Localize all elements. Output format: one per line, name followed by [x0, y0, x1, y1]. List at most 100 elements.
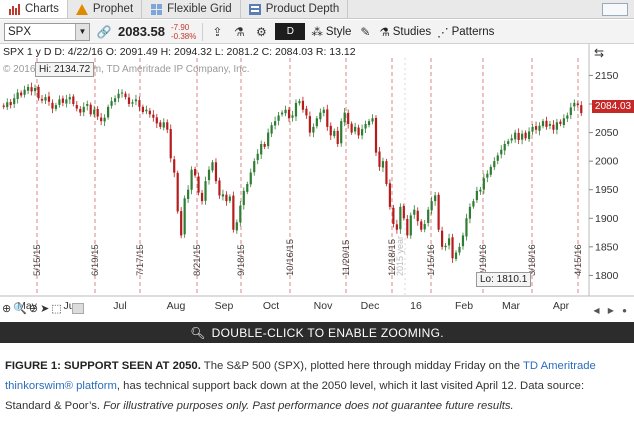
candle-body	[120, 92, 124, 94]
y-tick-label: 2150	[595, 70, 619, 82]
candle-body	[263, 144, 266, 147]
patterns-button[interactable]: ⋰ Patterns	[437, 25, 494, 39]
candle-body	[200, 192, 204, 202]
caption-text-2: , has technical support back down at the…	[5, 380, 585, 412]
candle-body	[566, 115, 569, 119]
month-label: Sep	[215, 300, 234, 312]
cursor-icon[interactable]: ➤	[40, 303, 50, 315]
candle-body	[218, 180, 221, 196]
candle-body	[54, 105, 58, 109]
expand-axis-icon[interactable]: ⇆	[594, 46, 605, 60]
candle-body	[211, 162, 214, 171]
scroll-handle[interactable]	[71, 303, 84, 314]
candle-body	[68, 97, 71, 100]
candle-body	[96, 109, 99, 117]
candle-body	[2, 105, 5, 107]
candle-body	[444, 245, 447, 248]
style-button[interactable]: ⁂ Style	[311, 25, 351, 39]
candle-body	[496, 155, 499, 161]
candle-body	[225, 194, 228, 202]
tab-flexible-grid[interactable]: Flexible Grid	[142, 0, 241, 18]
candle-body	[169, 129, 172, 159]
candle-body	[343, 112, 346, 123]
candle-body	[113, 98, 117, 102]
candle-body	[319, 112, 322, 120]
candle-body	[228, 196, 231, 201]
candle-body	[562, 118, 565, 126]
event-date-label: 7/17/15	[135, 244, 146, 276]
candle-body	[437, 194, 440, 230]
candle-body	[434, 195, 437, 202]
last-price: 2083.58	[118, 24, 165, 39]
tab-product-depth[interactable]: Product Depth	[241, 0, 349, 18]
candle-body	[37, 86, 40, 99]
zoom-out-icon[interactable]: ⊖	[28, 303, 39, 315]
flask-icon[interactable]: ⚗	[233, 24, 245, 39]
style-label: Style	[325, 25, 352, 38]
month-label: May	[17, 300, 38, 312]
candle-body	[486, 173, 489, 178]
candle-body	[103, 117, 106, 122]
candle-body	[148, 110, 151, 115]
pan-icon[interactable]: ⬚	[51, 303, 62, 315]
y-tick-label: 1850	[595, 241, 619, 253]
crosshair-icon[interactable]: ⊕	[2, 303, 12, 315]
candle-body	[256, 153, 259, 161]
candle-body	[138, 100, 141, 107]
price-chart[interactable]: 180018501900195020002050210021505/15/156…	[0, 44, 634, 321]
candle-body	[134, 99, 138, 102]
event-date-label: 5/15/15	[32, 244, 43, 276]
candle-body	[298, 101, 301, 104]
chevron-down-icon[interactable]: ▼	[75, 23, 89, 40]
flask-icon: ⚗	[379, 26, 390, 39]
candle-body	[409, 215, 412, 236]
month-label: 16	[410, 300, 422, 312]
candle-body	[371, 118, 374, 122]
layout-button[interactable]	[602, 2, 628, 16]
candle-body	[573, 102, 576, 107]
share-icon[interactable]: ⇪	[212, 24, 223, 39]
candle-body	[232, 195, 235, 230]
candle-body	[207, 169, 211, 181]
platform-link[interactable]: TD Ameritrade thinkorswim® platform	[5, 360, 596, 392]
tab-charts[interactable]: Charts	[0, 0, 68, 18]
zoom-banner[interactable]: 🔍︎ DOUBLE-CLICK TO ENABLE ZOOMING.	[0, 322, 634, 343]
candle-body	[246, 184, 249, 192]
event-date-label: 10/16/15	[285, 239, 296, 276]
gear-icon[interactable]: ⚙	[255, 24, 267, 39]
candle-body	[399, 206, 402, 230]
tab-prophet[interactable]: Prophet	[68, 0, 143, 18]
candle-body	[479, 189, 482, 192]
candle-body	[357, 127, 360, 136]
event-date-label: 9/18/15	[236, 244, 247, 276]
aggregation-button[interactable]: D	[275, 23, 306, 40]
change-value: -7.90	[171, 22, 190, 32]
month-label: Aug	[167, 300, 186, 312]
candle-body	[82, 106, 85, 113]
year-watermark: 2015 year	[395, 236, 405, 276]
symbol-selector[interactable]: SPX ▼	[4, 22, 90, 41]
high-label: Hi: 2134.72	[35, 62, 95, 77]
scroll-arrows[interactable]: ◀ ▶ ●	[593, 306, 630, 315]
candle-body	[117, 93, 120, 99]
link-icon[interactable]: 🔗	[96, 24, 112, 39]
price-change: -7.90 -0.38%	[171, 23, 196, 41]
candle-body	[354, 126, 357, 132]
studies-label: Studies	[392, 25, 432, 38]
candle-body	[360, 129, 364, 136]
tab-label: Product Depth	[265, 3, 340, 15]
candle-body	[576, 103, 579, 106]
candle-body	[364, 124, 367, 129]
candle-body	[280, 112, 284, 115]
candle-body	[541, 121, 545, 127]
candle-body	[440, 230, 444, 247]
pencil-icon[interactable]: ✎	[360, 24, 371, 39]
candle-body	[284, 109, 287, 114]
zoom-in-icon[interactable]: 🔍	[13, 303, 27, 315]
candle-body	[347, 112, 350, 124]
candle-body	[312, 126, 315, 133]
candle-body	[517, 132, 520, 140]
candle-body	[392, 207, 395, 224]
candle-body	[51, 102, 54, 109]
studies-button[interactable]: ⚗ Studies	[379, 25, 431, 39]
